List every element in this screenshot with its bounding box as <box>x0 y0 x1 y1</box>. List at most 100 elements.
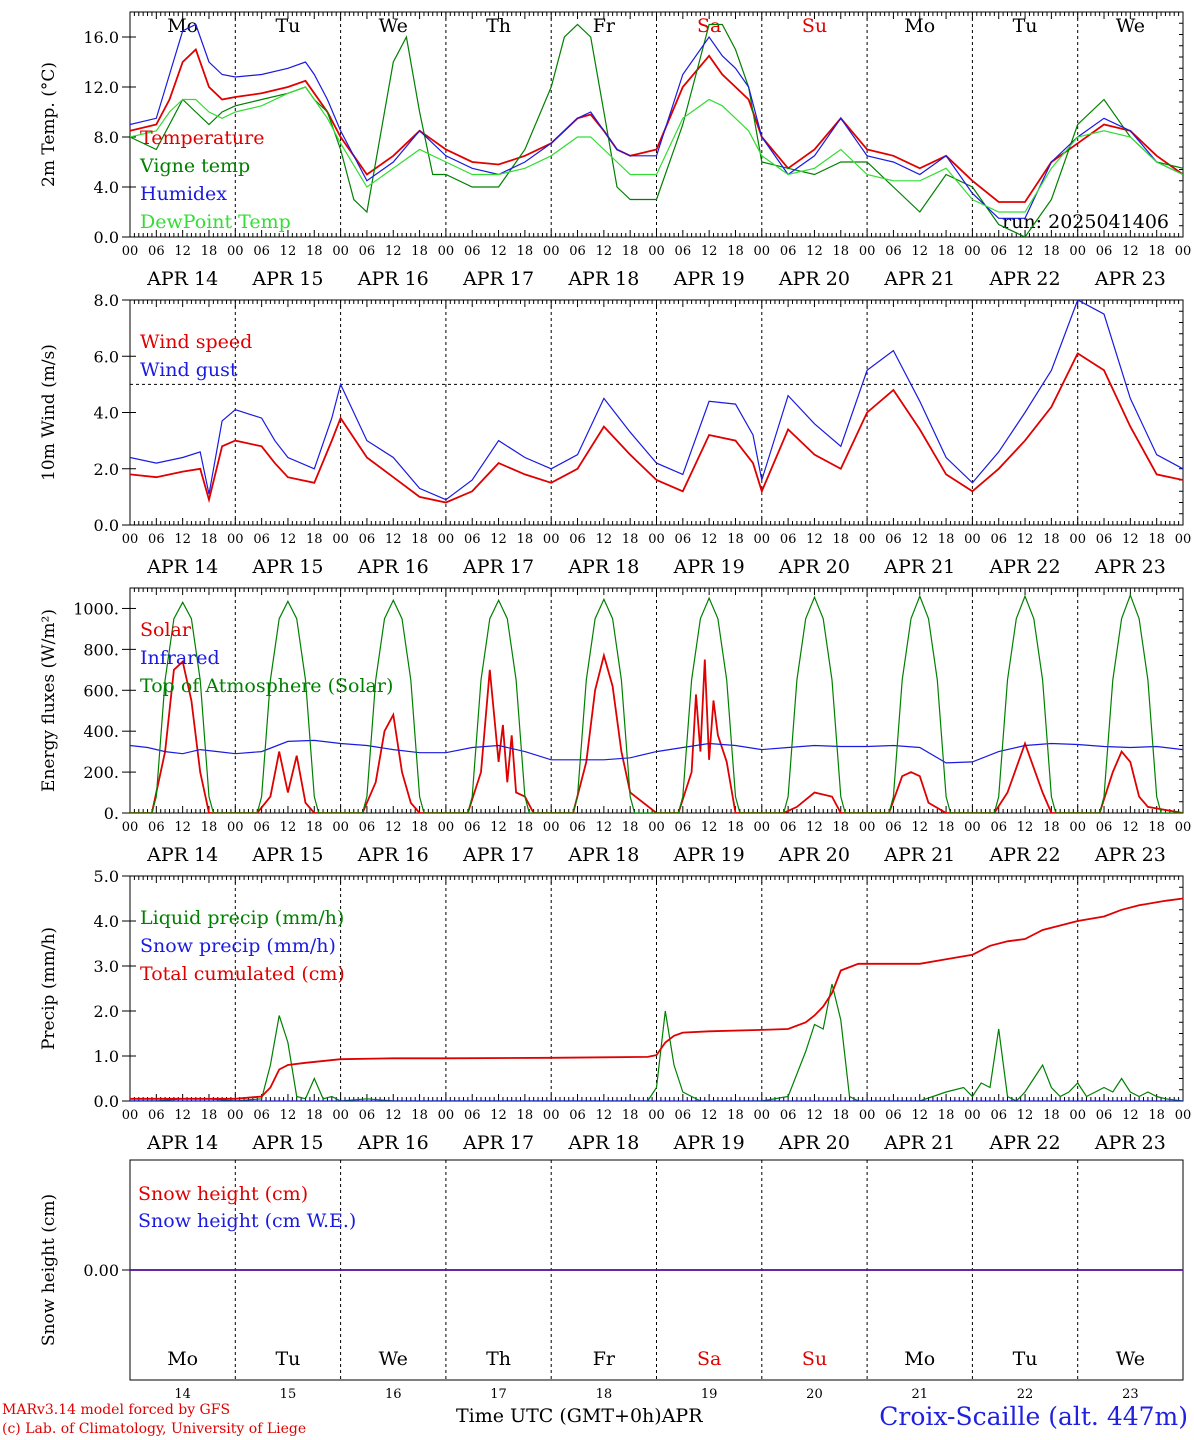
date-label: APR 20 <box>778 556 850 578</box>
y-tick-label: 800. <box>83 640 119 659</box>
y-tick-label: 0.00 <box>83 1261 119 1280</box>
y-tick-label: 8.0 <box>94 128 119 147</box>
plot-frame <box>129 587 1184 814</box>
hour-tick-label: 06 <box>780 532 797 547</box>
hour-tick-label: 06 <box>569 1108 586 1123</box>
hour-tick-label: 18 <box>201 820 218 835</box>
hour-tick-label: 18 <box>201 244 218 259</box>
date-label: APR 23 <box>1094 844 1166 866</box>
weekday-label: Mo <box>167 1348 198 1370</box>
weekday-label: Tu <box>275 1348 300 1370</box>
hour-tick-label: 12 <box>701 1108 718 1123</box>
lab-credit: (c) Lab. of Climatology, University of L… <box>2 1421 307 1437</box>
weekday-label: Th <box>486 1348 511 1370</box>
hour-tick-label: 06 <box>675 820 692 835</box>
hour-tick-label: 18 <box>833 820 850 835</box>
date-label: APR 14 <box>146 268 218 290</box>
time-axis-label: Time UTC (GMT+0h) <box>456 1405 662 1427</box>
date-label: APR 19 <box>673 268 745 290</box>
hour-tick-label: 06 <box>780 820 797 835</box>
date-label: APR 20 <box>778 1132 850 1154</box>
date-label: APR 18 <box>567 268 639 290</box>
legend-entry: Infrared <box>140 647 220 669</box>
hour-tick-label: 18 <box>622 532 639 547</box>
legend-entry: Total cumulated (cm) <box>140 963 345 985</box>
hour-tick-label: 18 <box>938 1108 955 1123</box>
hour-tick-label: 12 <box>490 532 507 547</box>
hour-tick-label: 00 <box>1069 244 1086 259</box>
hour-tick-label: 00 <box>438 244 455 259</box>
date-label: APR 14 <box>146 556 218 578</box>
hour-tick-label: 06 <box>148 1108 165 1123</box>
hour-tick-label: 12 <box>806 244 823 259</box>
hour-tick-label: 00 <box>754 820 771 835</box>
hour-tick-label: 18 <box>938 532 955 547</box>
weekday-label: Su <box>802 15 827 37</box>
hour-tick-label: 06 <box>780 1108 797 1123</box>
y-tick-label: 6.0 <box>94 347 119 366</box>
hour-tick-label: 06 <box>464 820 481 835</box>
day-number: 23 <box>1122 1387 1139 1402</box>
legend-entry: Humidex <box>140 183 227 205</box>
hour-tick-label: 18 <box>1043 1108 1060 1123</box>
hour-tick-label: 18 <box>833 244 850 259</box>
hour-tick-label: 06 <box>359 532 376 547</box>
y-tick-label: 400. <box>83 722 119 741</box>
hour-tick-label: 18 <box>622 1108 639 1123</box>
date-label: APR 14 <box>146 1132 218 1154</box>
weekday-label: Mo <box>904 15 935 37</box>
series-wind-gust-line <box>130 300 1183 501</box>
hour-tick-label: 12 <box>385 532 402 547</box>
hour-tick-label: 00 <box>332 1108 349 1123</box>
run-label: run: 2025041406 <box>1002 211 1169 233</box>
legend-entry: Temperature <box>140 127 264 149</box>
hour-tick-label: 12 <box>280 1108 297 1123</box>
weekday-label: Tu <box>1013 15 1038 37</box>
hour-tick-label: 12 <box>701 532 718 547</box>
y-axis-title: Energy fluxes (W/m²) <box>39 609 59 792</box>
hour-tick-label: 00 <box>227 1108 244 1123</box>
hour-tick-label: 12 <box>701 244 718 259</box>
hour-tick-label: 18 <box>833 532 850 547</box>
hour-tick-label: 06 <box>464 532 481 547</box>
hour-tick-label: 18 <box>727 244 744 259</box>
hour-tick-label: 18 <box>1148 532 1165 547</box>
hour-tick-label: 18 <box>833 1108 850 1123</box>
hour-tick-label: 00 <box>859 532 876 547</box>
y-tick-label: 0.0 <box>94 516 119 535</box>
hour-tick-label: 12 <box>385 244 402 259</box>
legend-entry: Top of Atmosphere (Solar) <box>140 675 393 697</box>
hour-tick-label: 12 <box>174 1108 191 1123</box>
hour-tick-label: 12 <box>280 532 297 547</box>
hour-tick-label: 00 <box>754 532 771 547</box>
hour-tick-label: 06 <box>675 1108 692 1123</box>
hour-tick-label: 06 <box>253 244 270 259</box>
hour-tick-label: 18 <box>201 1108 218 1123</box>
date-label: APR 20 <box>778 268 850 290</box>
date-label: APR 16 <box>357 556 429 578</box>
hour-tick-label: 12 <box>911 820 928 835</box>
hour-tick-label: 06 <box>253 820 270 835</box>
legend-entry: Wind speed <box>140 331 252 353</box>
day-number: 18 <box>596 1387 613 1402</box>
hour-tick-label: 06 <box>359 244 376 259</box>
series-wind-speed-line <box>130 352 1183 504</box>
y-tick-label: 4.0 <box>94 178 119 197</box>
date-label: APR 22 <box>989 556 1061 578</box>
weekday-label: Su <box>802 1348 827 1370</box>
weekday-label: Tu <box>1013 1348 1038 1370</box>
hour-tick-label: 06 <box>1096 820 1113 835</box>
y-tick-label: 0. <box>104 804 119 823</box>
hour-tick-label: 00 <box>964 1108 981 1123</box>
hour-tick-label: 18 <box>938 244 955 259</box>
date-label: APR 18 <box>567 844 639 866</box>
date-label: APR 15 <box>251 844 323 866</box>
weekday-label: We <box>379 1348 408 1370</box>
weekday-label: We <box>1116 1348 1145 1370</box>
hour-tick-label: 06 <box>885 532 902 547</box>
hour-tick-label: 12 <box>911 532 928 547</box>
hour-tick-label: 18 <box>1148 820 1165 835</box>
hour-tick-label: 12 <box>1017 1108 1034 1123</box>
hour-tick-label: 06 <box>148 244 165 259</box>
hour-tick-label: 00 <box>648 244 665 259</box>
